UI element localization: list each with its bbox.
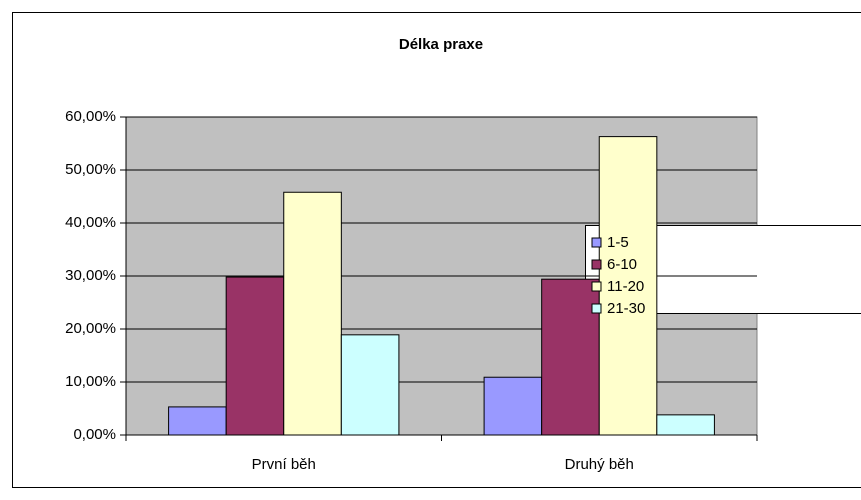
bar (340, 334, 400, 436)
x-tick-label: Druhý běh (565, 456, 634, 473)
bar (168, 406, 227, 436)
y-tick-label: 60,00% (65, 108, 116, 125)
x-tick-label: První běh (252, 456, 316, 473)
chart-title: Délka praxe (399, 36, 483, 53)
legend-label: 6-10 (607, 256, 637, 273)
legend-swatch (591, 237, 602, 248)
bar (283, 191, 342, 436)
bar (483, 376, 543, 436)
legend-label: 1-5 (607, 234, 629, 251)
y-tick-label: 10,00% (65, 373, 116, 390)
legend-swatch (591, 303, 602, 314)
y-tick-label: 20,00% (65, 320, 116, 337)
y-tick-label: 0,00% (73, 426, 116, 443)
bar (598, 136, 658, 436)
y-tick-label: 30,00% (65, 267, 116, 284)
legend-label: 21-30 (607, 300, 645, 317)
legend-label: 11-20 (607, 278, 644, 295)
legend-swatch (591, 259, 602, 270)
legend-swatch (591, 281, 602, 292)
bar (541, 278, 600, 436)
y-tick-label: 40,00% (65, 214, 116, 231)
bar (656, 414, 715, 436)
bar (225, 276, 285, 436)
y-tick-label: 50,00% (65, 161, 116, 178)
